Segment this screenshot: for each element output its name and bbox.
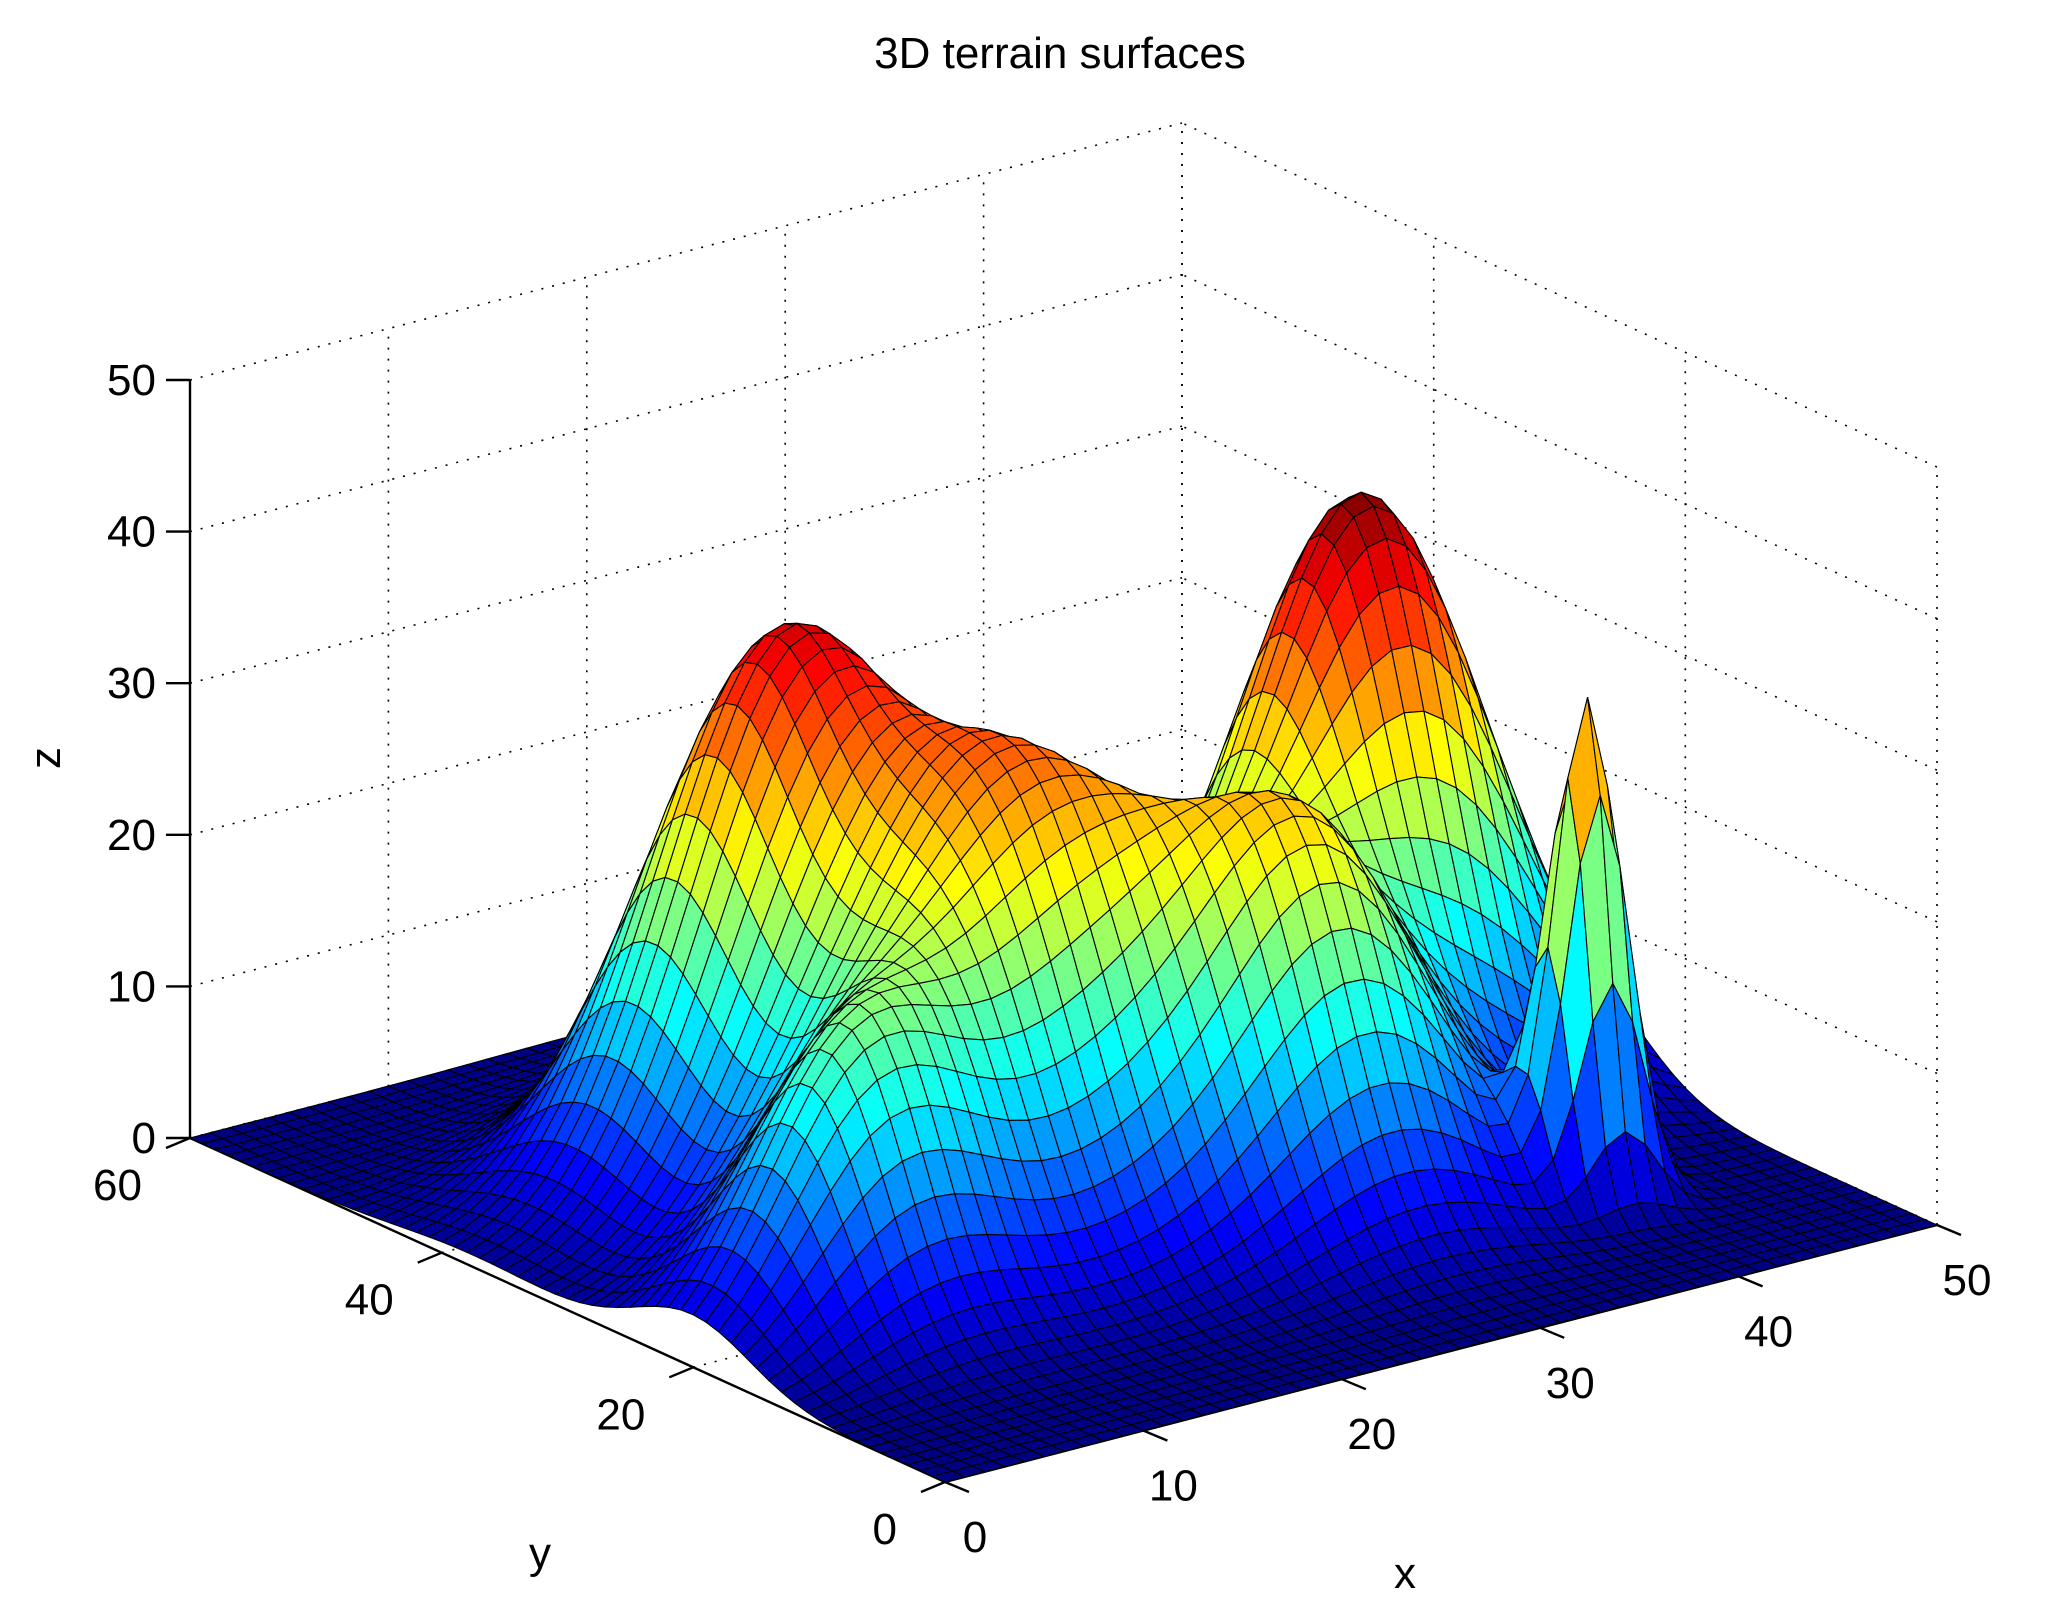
y-tick <box>920 1480 946 1494</box>
x-tick <box>1539 1326 1565 1339</box>
z-tick-label: 40 <box>107 508 156 557</box>
x-axis-label: x <box>1394 1549 1416 1598</box>
y-tick <box>668 1366 694 1379</box>
z-tick-label: 50 <box>107 356 156 405</box>
y-tick-label: 0 <box>873 1505 897 1554</box>
z-tick-label: 0 <box>132 1114 156 1163</box>
x-tick <box>1738 1275 1764 1288</box>
x-tick-label: 0 <box>963 1513 987 1562</box>
y-axis-line <box>189 1136 946 1484</box>
y-tick <box>165 1136 191 1150</box>
y-tick <box>417 1251 443 1264</box>
surface-patch <box>1902 1218 1939 1231</box>
y-tick-label: 40 <box>345 1276 394 1325</box>
x-tick <box>1142 1429 1168 1442</box>
x-tick-label: 50 <box>1943 1256 1992 1305</box>
x-tick <box>1341 1378 1367 1391</box>
x-tick <box>1936 1223 1962 1237</box>
x-tick-label: 10 <box>1149 1462 1198 1511</box>
x-tick-label: 40 <box>1744 1307 1793 1356</box>
z-axis-label: z <box>21 747 70 769</box>
z-tick-label: 10 <box>107 962 156 1011</box>
x-tick <box>944 1480 970 1494</box>
x-tick-label: 30 <box>1546 1359 1595 1408</box>
y-tick-label: 60 <box>93 1161 142 1210</box>
y-axis-label: y <box>529 1529 551 1578</box>
terrain-surface <box>188 491 1939 1483</box>
chart-title: 3D terrain surfaces <box>874 29 1246 78</box>
x-tick-label: 20 <box>1347 1410 1396 1459</box>
z-tick-label: 20 <box>107 811 156 860</box>
y-tick-label: 20 <box>596 1390 645 1439</box>
z-tick-label: 30 <box>107 659 156 708</box>
